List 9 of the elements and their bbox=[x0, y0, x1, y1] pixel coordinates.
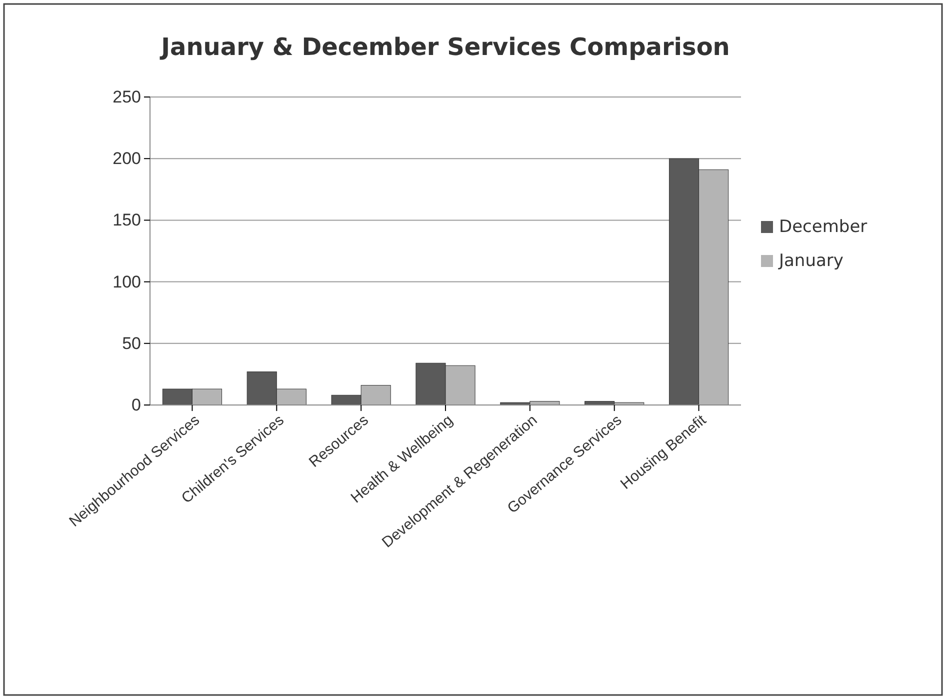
y-tick-label: 100 bbox=[112, 272, 141, 292]
legend-label: January bbox=[778, 251, 844, 271]
y-tick-label: 50 bbox=[122, 334, 141, 353]
y-tick-label: 150 bbox=[112, 210, 141, 230]
y-tick-label: 0 bbox=[132, 395, 141, 414]
legend-label: December bbox=[779, 217, 868, 237]
y-tick-label: 200 bbox=[112, 149, 141, 168]
chart-title: January & December Services Comparison bbox=[159, 33, 730, 61]
y-tick-label: 250 bbox=[112, 87, 141, 106]
